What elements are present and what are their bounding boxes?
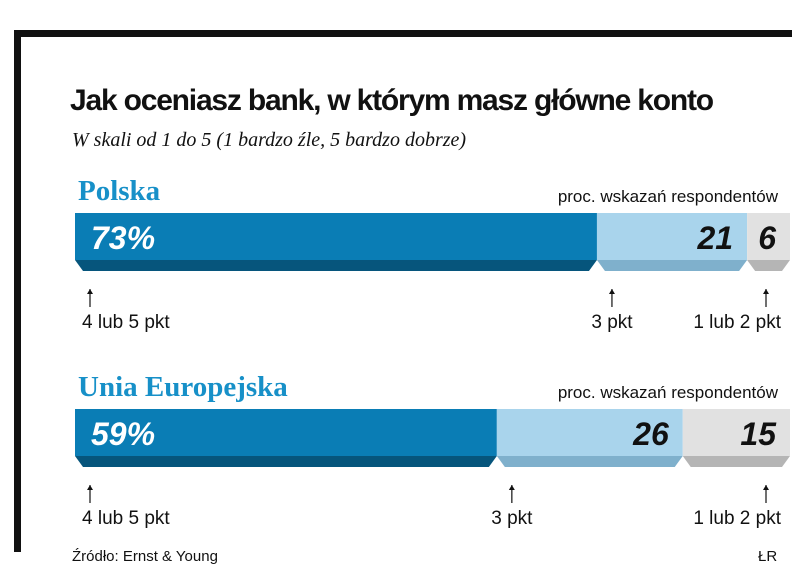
data-label: 73% [91, 220, 155, 256]
region-label: Unia Europejska [78, 371, 288, 403]
region-label: Polska [78, 175, 161, 207]
chart-title: Jak oceniasz bank, w którym masz główne … [70, 84, 714, 117]
data-label: 26 [632, 416, 669, 452]
unit-note: proc. wskazań respondentów [558, 383, 779, 402]
frame-top-rule [14, 30, 792, 37]
bar-segment-shade [682, 456, 790, 467]
series-label: 4 lub 5 pkt [82, 312, 170, 333]
bar-segment [682, 409, 790, 456]
bar-segment [747, 213, 790, 260]
bar-segment-shade [75, 456, 497, 467]
data-label: 6 [758, 220, 776, 256]
bar-segment [75, 213, 597, 260]
bar-segment [75, 409, 497, 456]
pointer-arrowhead [508, 485, 515, 490]
series-label: 4 lub 5 pkt [82, 508, 170, 529]
data-label: 21 [697, 220, 734, 256]
bar-segment-shade [747, 260, 790, 271]
pointer-arrowhead [763, 289, 769, 294]
pointer-arrowhead [763, 485, 769, 490]
source-note: Źródło: Ernst & Young [72, 548, 218, 565]
chart-subtitle: W skali od 1 do 5 (1 bardzo źle, 5 bardz… [72, 129, 467, 151]
unit-note: proc. wskazań respondentów [558, 187, 779, 206]
author-credit: ŁR [758, 548, 778, 565]
bar-segment-shade [496, 456, 683, 467]
stacked-bar-chart: Polska proc. wskazań respondentów 73% 4 lub… [75, 175, 790, 529]
data-label: 59% [91, 416, 155, 452]
data-label: 15 [740, 416, 777, 452]
bar-segment [496, 409, 683, 456]
series-label: 3 pkt [591, 312, 633, 333]
pointer-arrowhead [608, 289, 615, 294]
series-label: 1 lub 2 pkt [693, 312, 781, 333]
bar-segment-shade [596, 260, 748, 271]
bar-segment [596, 213, 748, 260]
pointer-arrowhead [87, 485, 93, 490]
pointer-arrowhead [87, 289, 93, 294]
frame-left-rule [14, 30, 21, 552]
series-label: 3 pkt [491, 508, 533, 529]
bar-segment-shade [75, 260, 597, 271]
series-label: 1 lub 2 pkt [693, 508, 781, 529]
